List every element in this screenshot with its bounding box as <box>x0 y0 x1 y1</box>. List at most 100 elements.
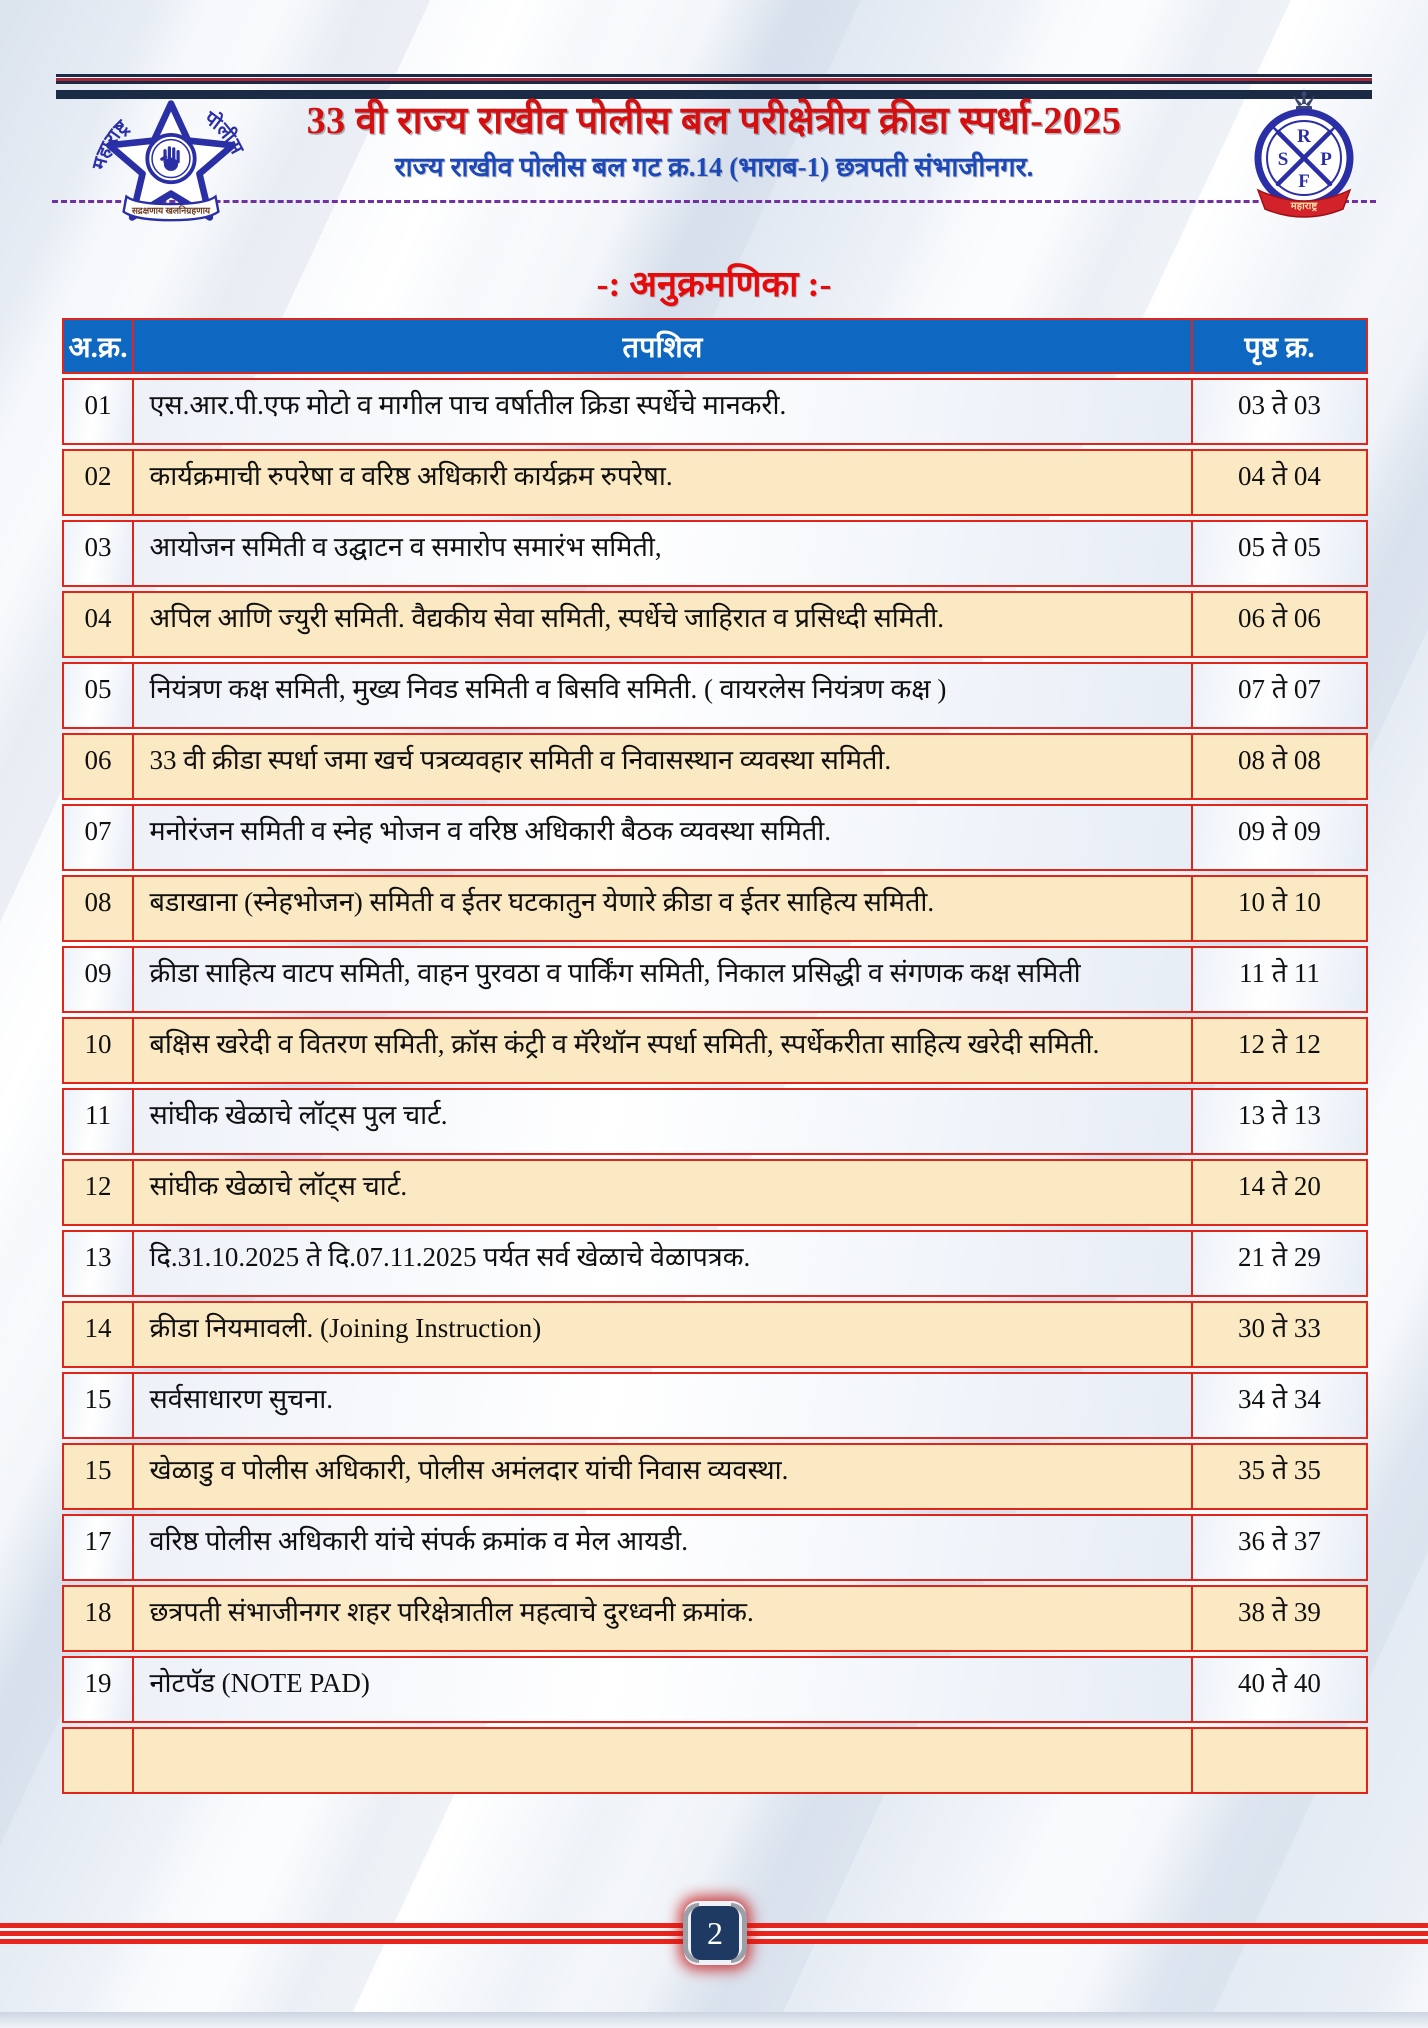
table-row: 08 बडाखाना (स्नेहभोजन) समिती व ईतर घटकात… <box>62 875 1368 942</box>
row-serial: 07 <box>62 804 134 871</box>
row-pages: 36 ते 37 <box>1191 1514 1368 1581</box>
page-number: 2 <box>691 1906 739 1960</box>
crossed-rifles-icon <box>1271 125 1337 187</box>
row-pages: 05 ते 05 <box>1191 520 1368 587</box>
row-detail: बडाखाना (स्नेहभोजन) समिती व ईतर घटकातुन … <box>131 875 1194 942</box>
row-serial: 05 <box>62 662 134 729</box>
row-detail: अपिल आणि ज्युरी समिती. वैद्यकीय सेवा समि… <box>131 591 1194 658</box>
row-pages: 38 ते 39 <box>1191 1585 1368 1652</box>
palm-hand-icon <box>160 146 180 171</box>
row-pages: 07 ते 07 <box>1191 662 1368 729</box>
table-row: 14 क्रीडा नियमावली. (Joining Instruction… <box>62 1301 1368 1368</box>
table-row: 04 अपिल आणि ज्युरी समिती. वैद्यकीय सेवा … <box>62 591 1368 658</box>
table-row: 10 बक्षिस खरेदी व वितरण समिती, क्रॉस कंट… <box>62 1017 1368 1084</box>
row-pages: 30 ते 33 <box>1191 1301 1368 1368</box>
row-detail: सांघीक खेळाचे लॉट्स पुल चार्ट. <box>131 1088 1194 1155</box>
row-detail: वरिष्ठ पोलीस अधिकारी यांचे संपर्क क्रमां… <box>131 1514 1194 1581</box>
main-title: 33 वी राज्य राखीव पोलीस बल परीक्षेत्रीय … <box>306 100 1122 142</box>
svg-text:F: F <box>1298 171 1310 192</box>
badge-bracket-right-icon <box>731 1903 747 1963</box>
header-titles: 33 वी राज्य राखीव पोलीस बल परीक्षेत्रीय … <box>255 100 1173 184</box>
column-header-sr: अ.क्र. <box>62 318 134 374</box>
row-pages: 09 ते 09 <box>1191 804 1368 871</box>
svg-text:सद्रक्षणाय खलनिग्रहणाय: सद्रक्षणाय खलनिग्रहणाय <box>131 205 211 216</box>
row-serial: 15 <box>62 1372 134 1439</box>
ashoka-emblem-icon <box>1292 88 1316 110</box>
header-dashed-divider <box>52 200 1376 203</box>
table-row: 17 वरिष्ठ पोलीस अधिकारी यांचे संपर्क क्र… <box>62 1514 1368 1581</box>
table-row: 19 नोटपॅड (NOTE PAD) 40 ते 40 <box>62 1656 1368 1723</box>
row-serial: 02 <box>62 449 134 516</box>
toc-header-row: अ.क्र. तपशिल पृष्ठ क्र. <box>62 318 1368 374</box>
row-pages: 12 ते 12 <box>1191 1017 1368 1084</box>
badge-bracket-left-icon <box>683 1903 699 1963</box>
row-serial: 18 <box>62 1585 134 1652</box>
page-title: -: अनुक्रमणिका :- <box>596 264 832 304</box>
row-pages: 40 ते 40 <box>1191 1656 1368 1723</box>
table-row: 09 क्रीडा साहित्य वाटप समिती, वाहन पुरवठ… <box>62 946 1368 1013</box>
row-detail: दि.31.10.2025 ते दि.07.11.2025 पर्यत सर्… <box>131 1230 1194 1297</box>
table-row: 02 कार्यक्रमाची रुपरेषा व वरिष्ठ अधिकारी… <box>62 449 1368 516</box>
toc-table: अ.क्र. तपशिल पृष्ठ क्र. 01 एस.आर.पी.एफ म… <box>62 318 1368 1798</box>
row-serial: 09 <box>62 946 134 1013</box>
row-serial <box>62 1727 134 1794</box>
table-row: 03 आयोजन समिती व उद्घाटन व समारोप समारंभ… <box>62 520 1368 587</box>
table-row <box>62 1727 1368 1794</box>
row-pages: 10 ते 10 <box>1191 875 1368 942</box>
row-serial: 19 <box>62 1656 134 1723</box>
row-detail: नियंत्रण कक्ष समिती, मुख्य निवड समिती व … <box>131 662 1194 729</box>
row-pages: 13 ते 13 <box>1191 1088 1368 1155</box>
row-serial: 04 <box>62 591 134 658</box>
row-serial: 11 <box>62 1088 134 1155</box>
srpf-logo-icon: R S P F महाराष्ट्र <box>1254 88 1354 218</box>
row-detail: सर्वसाधारण सुचना. <box>131 1372 1194 1439</box>
row-pages <box>1191 1727 1368 1794</box>
top-bar-solid <box>56 90 1372 99</box>
svg-text:महाराष्ट्र: महाराष्ट्र <box>1290 201 1319 212</box>
row-pages: 04 ते 04 <box>1191 449 1368 516</box>
row-detail: क्रीडा साहित्य वाटप समिती, वाहन पुरवठा व… <box>131 946 1194 1013</box>
row-detail: एस.आर.पी.एफ मोटो व मागील पाच वर्षातील क्… <box>131 378 1194 445</box>
row-pages: 06 ते 06 <box>1191 591 1368 658</box>
table-row: 15 खेळाडु व पोलीस अधिकारी, पोलीस अमंलदार… <box>62 1443 1368 1510</box>
toc-body: 01 एस.आर.पी.एफ मोटो व मागील पाच वर्षातील… <box>62 378 1368 1794</box>
row-pages: 08 ते 08 <box>1191 733 1368 800</box>
page-bottom-edge <box>0 2012 1428 2028</box>
table-row: 15 सर्वसाधारण सुचना. 34 ते 34 <box>62 1372 1368 1439</box>
row-detail: कार्यक्रमाची रुपरेषा व वरिष्ठ अधिकारी का… <box>131 449 1194 516</box>
row-serial: 12 <box>62 1159 134 1226</box>
table-row: 07 मनोरंजन समिती व स्नेह भोजन व वरिष्ठ अ… <box>62 804 1368 871</box>
top-bar-striped <box>56 74 1372 84</box>
row-detail: आयोजन समिती व उद्घाटन व समारोप समारंभ सम… <box>131 520 1194 587</box>
table-row: 11 सांघीक खेळाचे लॉट्स पुल चार्ट. 13 ते … <box>62 1088 1368 1155</box>
row-pages: 21 ते 29 <box>1191 1230 1368 1297</box>
row-serial: 17 <box>62 1514 134 1581</box>
row-pages: 14 ते 20 <box>1191 1159 1368 1226</box>
row-detail: छत्रपती संभाजीनगर शहर परिक्षेत्रातील महत… <box>131 1585 1194 1652</box>
row-serial: 14 <box>62 1301 134 1368</box>
table-row: 13 दि.31.10.2025 ते दि.07.11.2025 पर्यत … <box>62 1230 1368 1297</box>
row-detail: सांघीक खेळाचे लॉट्स चार्ट. <box>131 1159 1194 1226</box>
svg-text:S: S <box>1278 149 1289 170</box>
row-pages: 11 ते 11 <box>1191 946 1368 1013</box>
row-pages: 35 ते 35 <box>1191 1443 1368 1510</box>
row-detail: क्रीडा नियमावली. (Joining Instruction) <box>131 1301 1194 1368</box>
row-serial: 10 <box>62 1017 134 1084</box>
maharashtra-police-logo-icon: महाराष्ट्र पोलीस सद्रक्षणाय खलनिग्रहणाय <box>89 100 248 222</box>
row-serial: 06 <box>62 733 134 800</box>
row-detail: खेळाडु व पोलीस अधिकारी, पोलीस अमंलदार या… <box>131 1443 1194 1510</box>
subtitle: राज्य राखीव पोलीस बल गट क्र.14 (भाराब-1)… <box>394 151 1034 182</box>
header-top-bars <box>56 74 1372 99</box>
row-serial: 03 <box>62 520 134 587</box>
row-detail: बक्षिस खरेदी व वितरण समिती, क्रॉस कंट्री… <box>131 1017 1194 1084</box>
row-serial: 15 <box>62 1443 134 1510</box>
row-serial: 13 <box>62 1230 134 1297</box>
table-row: 06 33 वी क्रीडा स्पर्धा जमा खर्च पत्रव्य… <box>62 733 1368 800</box>
column-header-pages: पृष्ठ क्र. <box>1191 318 1368 374</box>
page-number-badge: 2 <box>683 1901 747 1965</box>
row-detail: मनोरंजन समिती व स्नेह भोजन व वरिष्ठ अधिक… <box>131 804 1194 871</box>
column-header-detail: तपशिल <box>131 318 1194 374</box>
table-row: 12 सांघीक खेळाचे लॉट्स चार्ट. 14 ते 20 <box>62 1159 1368 1226</box>
svg-text:R: R <box>1297 126 1311 147</box>
